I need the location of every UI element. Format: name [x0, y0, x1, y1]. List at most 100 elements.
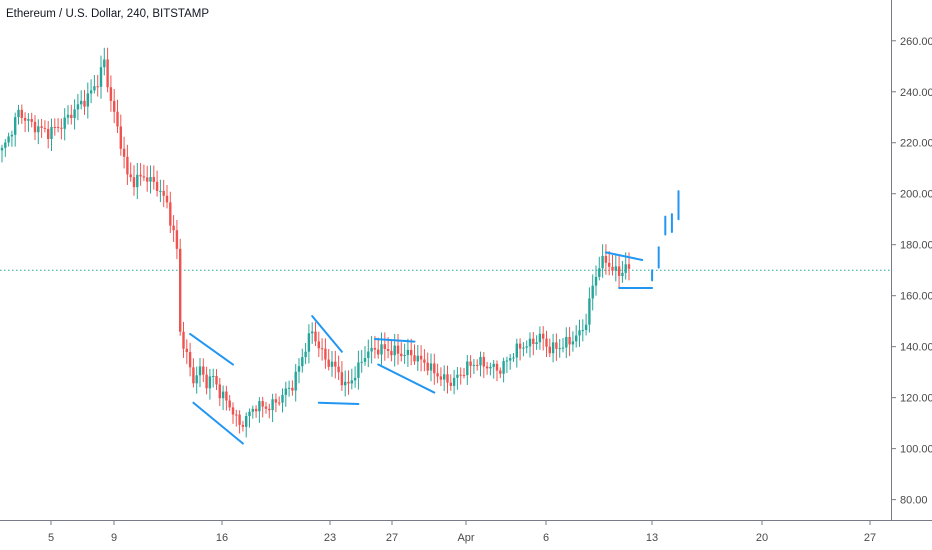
- candle-body: [542, 333, 545, 339]
- candle-body: [228, 400, 231, 408]
- candle-body: [23, 117, 27, 121]
- candle-body: [522, 347, 525, 349]
- candle-body: [139, 174, 142, 177]
- candle-body: [66, 114, 70, 118]
- candle-body: [278, 402, 281, 404]
- candle-body: [568, 336, 571, 345]
- candle-body: [584, 324, 588, 331]
- candle-body: [565, 336, 568, 348]
- candle-body: [334, 361, 337, 367]
- candle-body: [27, 119, 30, 121]
- candle-body: [126, 156, 129, 175]
- candle-body: [208, 376, 212, 389]
- candle-body: [20, 109, 23, 118]
- candle-body: [485, 366, 489, 369]
- candle-body: [320, 348, 324, 350]
- candle-body: [548, 346, 551, 354]
- candle-body: [235, 414, 238, 416]
- candle-body: [561, 347, 565, 349]
- candle-body: [614, 266, 617, 271]
- x-tick-label: 13: [646, 532, 658, 544]
- candle-body: [89, 90, 93, 94]
- drawing-flag-2: [311, 315, 343, 353]
- candle-body: [192, 367, 195, 384]
- candle-body: [423, 359, 426, 363]
- candle-body: [274, 399, 278, 403]
- candle-body: [162, 190, 165, 196]
- candle-body: [406, 349, 410, 356]
- candle-body: [261, 401, 264, 407]
- candle-body: [446, 374, 449, 383]
- candle-body: [377, 349, 380, 355]
- candle-body: [347, 381, 350, 384]
- candle-body: [248, 411, 251, 417]
- candle-body: [231, 407, 235, 415]
- candle-body: [185, 348, 188, 353]
- y-tick-label: 160.00: [900, 291, 932, 303]
- candle-body: [350, 380, 353, 384]
- candle-body: [588, 298, 591, 325]
- candle-body: [386, 348, 390, 351]
- candle-body: [179, 248, 182, 332]
- candle-body: [50, 126, 53, 139]
- y-tick-label: 140.00: [900, 342, 932, 354]
- candle-body: [443, 374, 446, 380]
- candle-body: [505, 360, 509, 362]
- candle-body: [63, 117, 66, 129]
- candle-body: [297, 366, 301, 372]
- candle-body: [0, 147, 4, 151]
- candle-body: [122, 148, 126, 157]
- candle-body: [627, 264, 631, 269]
- candle-body: [165, 195, 169, 203]
- candle-body: [495, 363, 499, 371]
- candle-body: [225, 391, 228, 401]
- candle-body: [132, 177, 136, 188]
- candle-body: [215, 375, 218, 385]
- candle-body: [80, 100, 83, 105]
- candle-body: [617, 266, 621, 276]
- candle-body: [73, 109, 76, 119]
- x-tick-label: 5: [48, 532, 54, 544]
- candle-body: [555, 342, 558, 349]
- x-tick-label: 23: [324, 532, 336, 544]
- drawing-flag-3: [377, 363, 436, 394]
- candle-body: [43, 127, 47, 129]
- candle-body: [499, 370, 502, 374]
- candle-body: [476, 364, 479, 366]
- candle-body: [311, 331, 314, 334]
- candle-body: [198, 366, 202, 376]
- candle-body: [304, 351, 307, 358]
- candle-body: [383, 344, 386, 349]
- candle-body: [373, 347, 377, 350]
- candle-body: [251, 408, 254, 412]
- candle-body: [429, 363, 433, 371]
- candle-body: [551, 342, 555, 354]
- y-tick-label: 220.00: [900, 138, 932, 150]
- candle-body: [188, 352, 192, 368]
- candle-body: [119, 126, 122, 149]
- candle-body: [370, 347, 373, 352]
- candle-body: [155, 181, 159, 191]
- candle-body: [545, 338, 548, 347]
- candle-body: [578, 330, 581, 336]
- candle-body: [591, 285, 594, 299]
- candle-body: [245, 416, 248, 427]
- candle-body: [221, 391, 225, 399]
- y-tick-label: 120.00: [900, 393, 932, 405]
- candle-body: [47, 128, 50, 139]
- candle-body: [37, 126, 40, 133]
- candle-body: [287, 387, 291, 389]
- candle-body: [175, 230, 179, 249]
- candle-body: [307, 333, 311, 352]
- candle-body: [525, 346, 528, 348]
- y-tick-label: 100.00: [900, 444, 932, 456]
- candle-body: [353, 377, 357, 381]
- candle-body: [611, 266, 614, 271]
- candle-body: [456, 374, 459, 378]
- candle-body: [14, 117, 17, 135]
- candle-body: [594, 276, 598, 286]
- candle-body: [512, 357, 515, 359]
- candle-body: [291, 387, 294, 391]
- candle-body: [433, 363, 436, 374]
- candle-body: [518, 343, 522, 349]
